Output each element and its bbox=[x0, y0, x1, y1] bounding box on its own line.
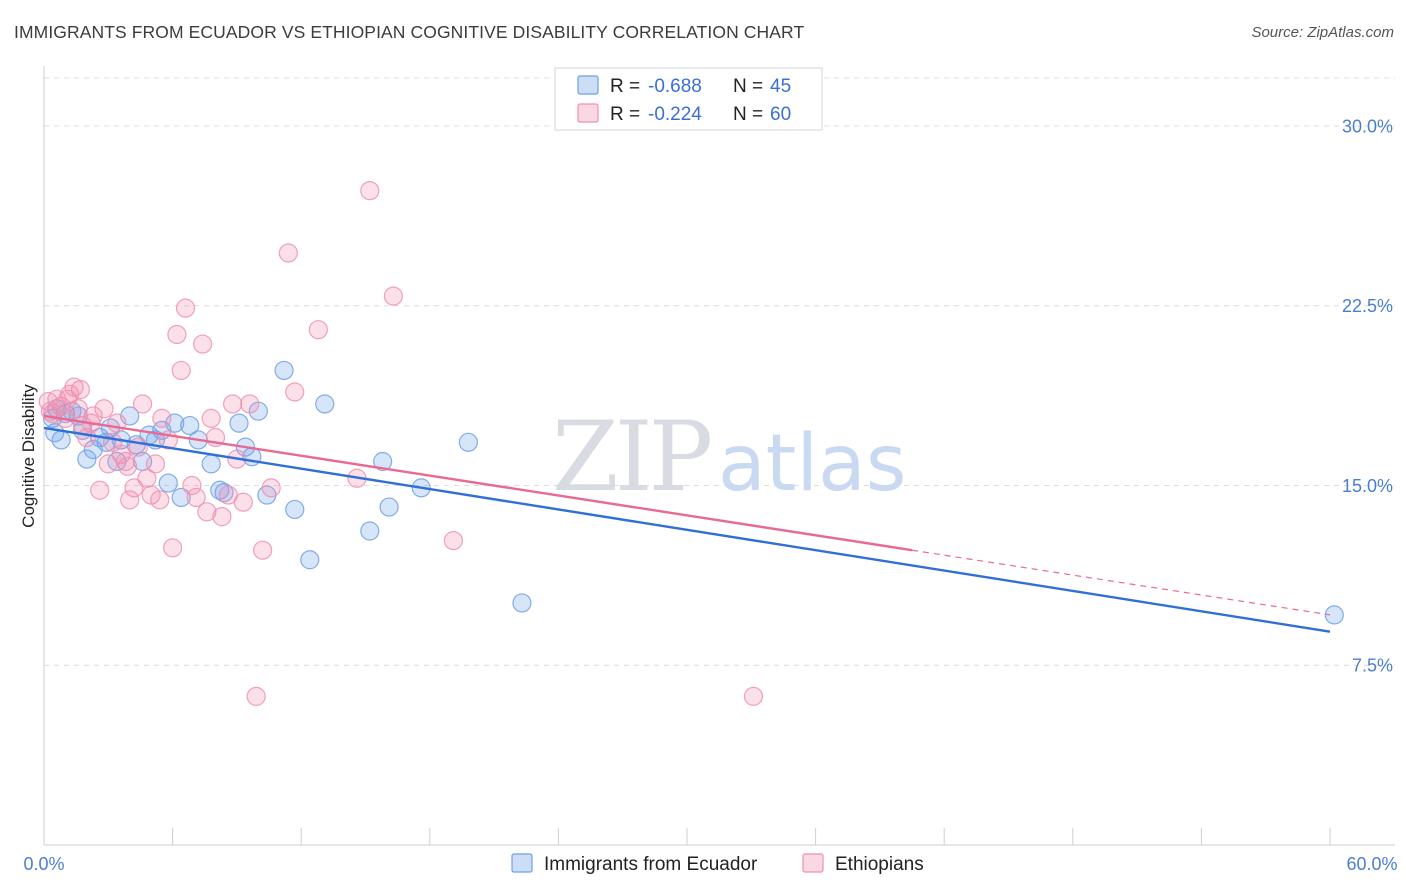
ecuador-point bbox=[285, 499, 305, 520]
ecuador-point bbox=[77, 449, 97, 469]
ethiopian-point bbox=[171, 360, 191, 381]
y-tick-label: 15.0% bbox=[1342, 476, 1393, 496]
ethiopian-point bbox=[70, 379, 91, 400]
ecuador-point bbox=[300, 550, 320, 570]
ecuador-point bbox=[458, 432, 478, 452]
ecuador-point bbox=[229, 413, 249, 433]
ecuador-point bbox=[379, 497, 399, 517]
ethiopian-point bbox=[383, 286, 403, 306]
ecuador-point bbox=[158, 473, 178, 493]
ethiopian-point bbox=[261, 478, 281, 498]
grid-lines bbox=[44, 77, 1395, 666]
ethiopian-point bbox=[240, 394, 260, 414]
ecuador-point bbox=[171, 487, 191, 508]
bottom-legend-swatch-ecuador bbox=[511, 853, 533, 873]
bottom-legend-ecuador: Immigrants from Ecuador bbox=[544, 854, 758, 875]
ethiopian-point bbox=[107, 413, 127, 433]
ethiopian-point bbox=[152, 408, 172, 428]
ecuador-point bbox=[373, 451, 393, 472]
ethiopian-point bbox=[443, 530, 463, 551]
ethiopian-point bbox=[233, 492, 253, 512]
ethiopian-trend-line bbox=[43, 414, 913, 552]
legend-r-label: R = bbox=[610, 104, 640, 125]
ethiopian-point bbox=[201, 408, 221, 428]
y-tick-label: 7.5% bbox=[1352, 656, 1393, 676]
legend-swatch-ecuador bbox=[577, 75, 599, 95]
correlation-legend: R = -0.688 N = 45 R = -0.224 N = 60 bbox=[554, 67, 823, 131]
ethiopian-point bbox=[117, 456, 138, 476]
ethiopian-point bbox=[57, 389, 78, 409]
legend-n-value-ecuador: 45 bbox=[770, 76, 791, 97]
ethiopian-point bbox=[132, 394, 153, 414]
ethiopian-point bbox=[246, 686, 266, 706]
ethiopian-trend-line-extension bbox=[911, 549, 1331, 616]
watermark-atlas: atlas bbox=[718, 419, 907, 509]
legend-n-label: N = bbox=[733, 76, 763, 97]
ethiopian-point bbox=[743, 686, 764, 706]
ecuador-point bbox=[180, 415, 200, 436]
watermark-zip: ZIP bbox=[552, 401, 711, 513]
trend-lines bbox=[43, 414, 1331, 633]
y-tick-label: 22.5% bbox=[1342, 296, 1393, 316]
x-tick-label: 0.0% bbox=[23, 854, 64, 874]
legend-r-value-ethiopians: -0.224 bbox=[648, 104, 702, 125]
ecuador-point bbox=[1324, 605, 1344, 625]
ethiopian-point bbox=[285, 382, 305, 402]
ethiopian-point bbox=[150, 490, 170, 510]
ethiopian-point bbox=[308, 320, 328, 340]
axes: 7.5% 15.0% 22.5% 30.0% 0.0% 60.0% bbox=[23, 66, 1398, 874]
y-tick-label: 30.0% bbox=[1342, 116, 1393, 136]
y-axis-label: Cognitive Disability bbox=[19, 384, 38, 528]
ethiopian-point bbox=[167, 324, 187, 345]
ecuador-point bbox=[360, 521, 380, 541]
ethiopian-point bbox=[163, 538, 183, 558]
ethiopian-point bbox=[360, 181, 380, 201]
legend-r-value-ecuador: -0.688 bbox=[648, 76, 702, 97]
legend-n-label: N = bbox=[733, 104, 763, 125]
series-legend: Immigrants from Ecuador Ethiopians bbox=[511, 853, 924, 875]
ecuador-trend-line bbox=[43, 426, 1331, 633]
ecuador-point bbox=[315, 394, 335, 414]
ethiopian-point bbox=[83, 406, 103, 426]
legend-r-label: R = bbox=[610, 76, 640, 97]
source-note: Source: ZipAtlas.com bbox=[1251, 24, 1394, 41]
ethiopian-point bbox=[175, 298, 196, 318]
bottom-legend-ethiopians: Ethiopians bbox=[835, 854, 924, 875]
ethiopian-point bbox=[212, 507, 232, 527]
ethiopian-point bbox=[145, 454, 166, 474]
ethiopian-point bbox=[182, 475, 202, 496]
ethiopian-point bbox=[193, 334, 213, 354]
ecuador-point bbox=[512, 593, 532, 613]
chart-title: IMMIGRANTS FROM ECUADOR VS ETHIOPIAN COG… bbox=[14, 22, 805, 42]
ethiopian-point bbox=[186, 487, 206, 508]
bottom-legend-swatch-ethiopians bbox=[802, 853, 824, 873]
legend-swatch-ethiopians bbox=[577, 103, 599, 123]
ethiopian-point bbox=[253, 540, 273, 560]
ethiopian-point bbox=[197, 502, 217, 522]
data-points bbox=[38, 181, 1344, 706]
ecuador-point bbox=[201, 454, 221, 474]
ethiopian-point bbox=[90, 480, 110, 500]
x-tick-label: 60.0% bbox=[1346, 854, 1397, 874]
ethiopian-point bbox=[223, 394, 243, 414]
ecuador-point bbox=[51, 430, 71, 450]
ecuador-point bbox=[165, 413, 185, 433]
ethiopian-point bbox=[120, 490, 140, 510]
legend-n-value-ethiopians: 60 bbox=[770, 104, 791, 125]
ethiopian-point bbox=[94, 399, 114, 419]
ethiopian-point bbox=[278, 243, 298, 263]
ecuador-point bbox=[274, 360, 294, 381]
ethiopian-point bbox=[124, 478, 144, 498]
watermark: ZIP atlas bbox=[552, 401, 907, 513]
